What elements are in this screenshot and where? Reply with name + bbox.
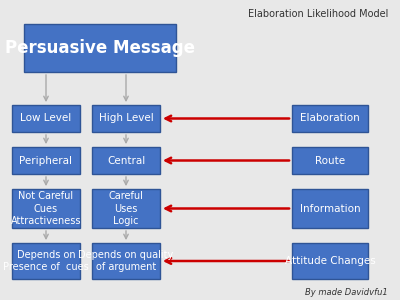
Text: Elaboration: Elaboration <box>300 113 360 124</box>
FancyBboxPatch shape <box>292 189 368 228</box>
Text: Route: Route <box>315 155 345 166</box>
FancyBboxPatch shape <box>12 105 80 132</box>
Text: Attitude Changes: Attitude Changes <box>285 256 375 266</box>
Text: Not Careful
Cues
Attractiveness: Not Careful Cues Attractiveness <box>11 191 81 226</box>
FancyBboxPatch shape <box>92 189 160 228</box>
FancyBboxPatch shape <box>12 147 80 174</box>
FancyBboxPatch shape <box>292 243 368 279</box>
Text: Careful
Uses
Logic: Careful Uses Logic <box>108 191 144 226</box>
Text: By made Davidvfu1: By made Davidvfu1 <box>305 288 388 297</box>
Text: Elaboration Likelihood Model: Elaboration Likelihood Model <box>248 9 388 19</box>
Text: Depends on quality
of argument: Depends on quality of argument <box>78 250 174 272</box>
FancyBboxPatch shape <box>92 105 160 132</box>
Text: Information: Information <box>300 203 360 214</box>
FancyBboxPatch shape <box>292 105 368 132</box>
Text: Central: Central <box>107 155 145 166</box>
FancyBboxPatch shape <box>292 147 368 174</box>
FancyBboxPatch shape <box>12 243 80 279</box>
FancyBboxPatch shape <box>24 24 176 72</box>
FancyBboxPatch shape <box>92 243 160 279</box>
FancyBboxPatch shape <box>92 147 160 174</box>
Text: Depends on
Presence of  cues: Depends on Presence of cues <box>3 250 89 272</box>
Text: Peripheral: Peripheral <box>20 155 72 166</box>
Text: Low Level: Low Level <box>20 113 72 124</box>
Text: High Level: High Level <box>99 113 153 124</box>
FancyBboxPatch shape <box>12 189 80 228</box>
Text: Persuasive Message: Persuasive Message <box>5 39 195 57</box>
